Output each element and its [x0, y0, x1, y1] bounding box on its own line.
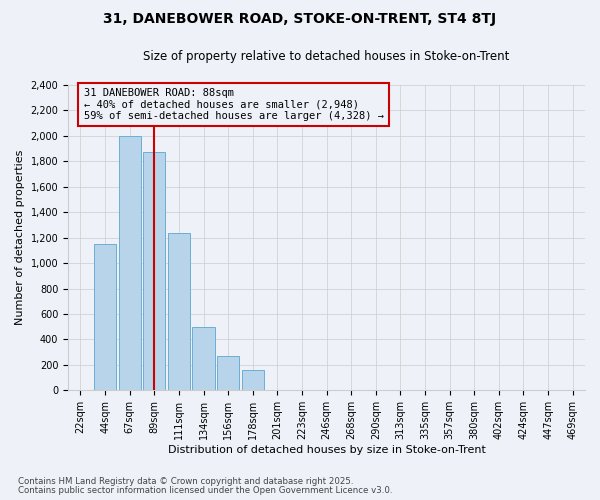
Title: Size of property relative to detached houses in Stoke-on-Trent: Size of property relative to detached ho… [143, 50, 510, 63]
Bar [143, 152, 166, 390]
Bar [94, 244, 116, 390]
Text: 31, DANEBOWER ROAD, STOKE-ON-TRENT, ST4 8TJ: 31, DANEBOWER ROAD, STOKE-ON-TRENT, ST4 … [103, 12, 497, 26]
X-axis label: Distribution of detached houses by size in Stoke-on-Trent: Distribution of detached houses by size … [167, 445, 485, 455]
Y-axis label: Number of detached properties: Number of detached properties [15, 150, 25, 326]
Bar [119, 136, 141, 390]
Bar [168, 232, 190, 390]
Text: Contains public sector information licensed under the Open Government Licence v3: Contains public sector information licen… [18, 486, 392, 495]
Text: 31 DANEBOWER ROAD: 88sqm
← 40% of detached houses are smaller (2,948)
59% of sem: 31 DANEBOWER ROAD: 88sqm ← 40% of detach… [83, 88, 383, 122]
Bar [217, 356, 239, 390]
Bar [193, 326, 215, 390]
Bar [242, 370, 264, 390]
Text: Contains HM Land Registry data © Crown copyright and database right 2025.: Contains HM Land Registry data © Crown c… [18, 477, 353, 486]
